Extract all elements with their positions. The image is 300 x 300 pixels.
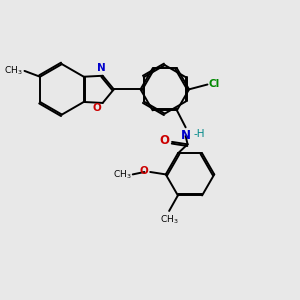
Text: CH$_3$: CH$_3$ xyxy=(160,214,178,226)
Text: CH$_3$: CH$_3$ xyxy=(4,64,22,77)
Text: N: N xyxy=(181,129,191,142)
Text: -H: -H xyxy=(194,129,205,139)
Text: N: N xyxy=(97,63,106,73)
Text: O: O xyxy=(92,103,101,113)
Text: Cl: Cl xyxy=(209,80,220,89)
Text: CH$_3$: CH$_3$ xyxy=(113,168,131,181)
Text: O: O xyxy=(159,134,169,147)
Text: O: O xyxy=(140,167,148,176)
